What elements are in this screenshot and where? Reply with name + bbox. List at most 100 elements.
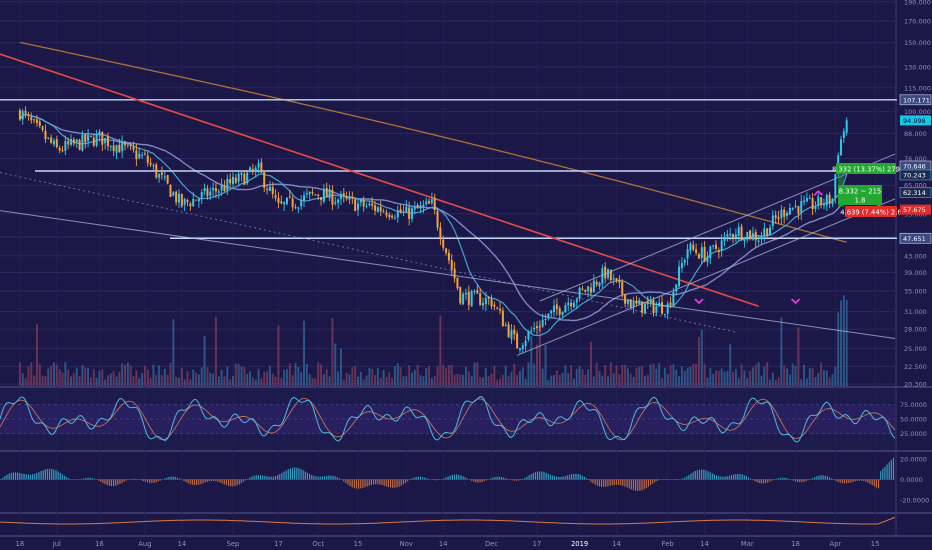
candle-body (75, 139, 78, 143)
histogram-bar (696, 470, 699, 480)
histogram-bar (63, 475, 66, 480)
candle-body (561, 311, 564, 315)
histogram-bar (289, 468, 292, 480)
price-tick-label: 150.000 (904, 39, 931, 47)
candle-body (271, 187, 274, 195)
volume-bar (680, 366, 683, 386)
candle-body (50, 137, 53, 143)
volume-bar (817, 372, 820, 386)
histogram-bar (863, 479, 865, 482)
candle-body (734, 234, 737, 238)
histogram-bar (641, 479, 643, 491)
histogram-bar (215, 479, 217, 482)
time-tick-label: Apr (829, 540, 841, 548)
histogram-bar (304, 471, 306, 480)
candle-body (439, 227, 442, 240)
histogram-bar (590, 479, 592, 482)
candle-body (203, 188, 206, 192)
candle-body (109, 146, 112, 148)
histogram-bar (739, 474, 741, 480)
histogram-bar (360, 479, 362, 489)
time-axis[interactable]: 18 Jul 16 Aug 14 Sep 17 Oct 15 Nov 14 Dec 17 2019 14 Fe… (16, 540, 880, 548)
volume-bar (268, 365, 271, 386)
histogram-bar (835, 479, 837, 481)
volume-bar (391, 377, 394, 386)
histogram-bar (600, 479, 603, 487)
volume-bar (840, 300, 843, 386)
volume-bar (146, 369, 149, 386)
histogram-bar (850, 479, 852, 483)
candle-body (507, 324, 510, 338)
volume-bar (393, 366, 396, 386)
candle-body (794, 205, 797, 208)
histogram-bar (347, 479, 349, 485)
candle-body (385, 212, 388, 216)
histogram-bar (368, 479, 370, 486)
annotation-text: 1.8 (855, 197, 866, 205)
candle-body (672, 292, 675, 307)
price-axis[interactable]: 190.000 170.000 150.000 130.000 115.000 100.0… (899, 0, 932, 504)
histogram-bar (417, 476, 419, 480)
candle-body (587, 286, 590, 292)
candle-body (263, 172, 266, 188)
candle-body (237, 173, 240, 182)
volume-bar (658, 363, 661, 386)
bottom-indicator-line (0, 516, 896, 525)
price-tag-label: 57.675 (903, 206, 926, 214)
histogram-bar (609, 479, 611, 486)
histogram-bar (268, 476, 270, 480)
oscillator-pane (0, 396, 896, 443)
histogram-bar (247, 478, 249, 480)
candle-body (58, 147, 61, 151)
candle-body (572, 302, 575, 308)
volume-bar (266, 371, 269, 386)
histogram-bar (865, 479, 867, 482)
histogram-bar (338, 478, 341, 480)
candle-body (709, 246, 712, 259)
candle-body (697, 254, 700, 259)
volume-bar (697, 337, 700, 386)
candle-body (209, 191, 212, 196)
candle-body (334, 202, 337, 204)
volume-bar (195, 372, 198, 386)
volume-bar (734, 368, 737, 386)
candle-body (195, 199, 198, 201)
candle-body (339, 194, 342, 200)
candle-body (61, 150, 64, 152)
candle-body (55, 139, 58, 148)
candle-body (393, 217, 396, 219)
volume-bar (226, 366, 229, 386)
histogram-bar (801, 479, 803, 483)
histogram-bar (575, 473, 577, 480)
histogram-bar (543, 472, 545, 480)
histogram-bar (424, 477, 426, 480)
price-tick-label: 100.000 (904, 108, 931, 116)
candle-body (783, 209, 786, 217)
candle-body (757, 240, 760, 242)
volume-bar (396, 363, 399, 386)
candle-body (703, 246, 706, 262)
candle-body (430, 199, 433, 204)
candle-body (115, 145, 118, 153)
histogram-bar (713, 474, 716, 480)
candle-body (666, 303, 669, 314)
histogram-bar (726, 476, 728, 480)
histogram-bar (701, 469, 703, 480)
histogram-bar (841, 479, 843, 484)
volume-bar (300, 372, 303, 386)
price-tick-label: 170.000 (904, 17, 931, 25)
volume-bar (760, 375, 763, 386)
candle-body (726, 234, 729, 237)
candle-body (814, 206, 817, 209)
candle-body (38, 121, 41, 126)
volume-bar (743, 370, 746, 386)
histogram-bar (603, 479, 605, 487)
trend-lines[interactable] (0, 53, 897, 356)
candle-body (536, 326, 538, 329)
histogram-bar (628, 479, 630, 489)
volume-bar (50, 365, 53, 386)
volume-bar (303, 320, 306, 386)
volume-bar (359, 371, 362, 386)
price-tag (899, 187, 932, 198)
